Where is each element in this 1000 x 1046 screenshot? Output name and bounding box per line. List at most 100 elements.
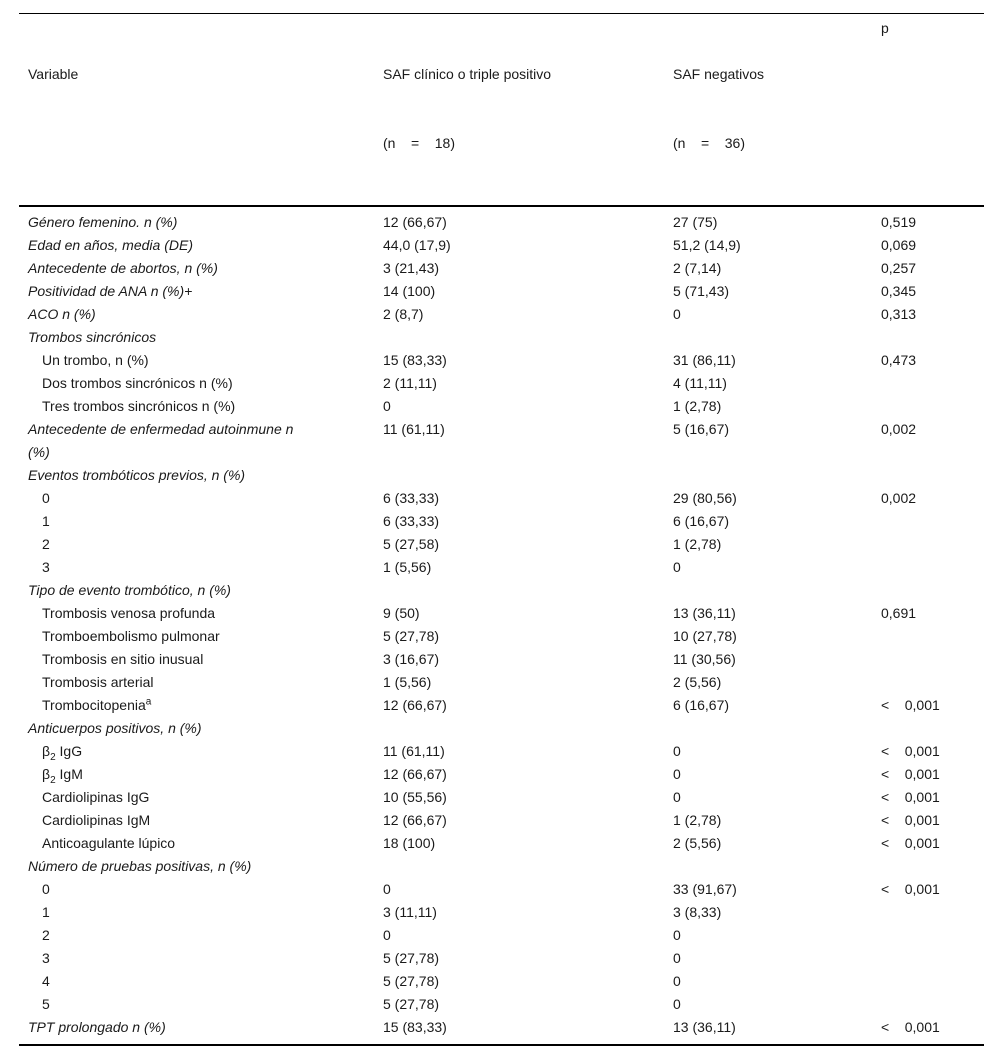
saf-positive-value-cell: 0 — [383, 927, 391, 943]
saf-positive-value-cell: 11 (61,11) — [383, 421, 445, 437]
p-value-cell: < 0,001 — [881, 812, 940, 828]
saf-negative-value-cell: 27 (75) — [673, 214, 718, 230]
column-header-saf-positive-label: SAF clínico o triple positivo — [383, 66, 552, 82]
saf-positive-value-cell: 12 (66,67) — [383, 697, 447, 713]
p-value-cell — [881, 993, 984, 1016]
variable-label: 4 — [42, 973, 50, 989]
saf-negative-value-cell: 13 (36,11) — [673, 605, 736, 621]
column-header-saf-negative-n: (n = 36) — [673, 135, 745, 151]
p-value-cell — [881, 648, 984, 671]
variable-cell: Antecedente de enfermedad autoinmune n (… — [19, 418, 383, 464]
variable-cell: 2 — [19, 924, 383, 947]
saf-negative-value-cell: 29 (80,56) — [673, 490, 737, 506]
variable-label: Tres trombos sincrónicos n (%) — [42, 398, 236, 414]
variable-label: Anticuerpos positivos, n (%) — [28, 720, 202, 736]
saf-negative-value-cell: 1 (2,78) — [673, 398, 722, 414]
p-value-cell — [881, 855, 984, 878]
variable-label: Cardiolipinas IgM — [42, 812, 151, 828]
saf-negative-value-cell: 0 — [673, 559, 681, 575]
saf-negative-value-cell: 11 (30,56) — [673, 651, 736, 667]
saf-negative-value-cell: 2 (5,56) — [673, 674, 722, 690]
variable-label: ACO n (%) — [28, 306, 96, 322]
variable-label: 1 — [42, 513, 50, 529]
p-value-cell: < 0,001 — [881, 743, 940, 759]
p-value-cell — [881, 947, 984, 970]
saf-positive-value-cell: 5 (27,78) — [383, 950, 440, 966]
saf-positive-value-cell — [383, 855, 673, 878]
table-row: 3 5 (27,78) 0 — [19, 947, 984, 970]
variable-label: Trombosis arterial — [42, 674, 154, 690]
saf-positive-value-cell: 5 (27,78) — [383, 628, 440, 644]
variable-label: Edad en años, media (DE) — [28, 237, 193, 253]
table-row: 1 3 (11,11) 3 (8,33) — [19, 901, 984, 924]
table-row: Antecedente de enfermedad autoinmune n (… — [19, 418, 984, 464]
variable-label: Trombosis en sitio inusual — [42, 651, 204, 667]
column-header-p-value: p — [881, 20, 889, 36]
saf-positive-value-cell: 3 (16,67) — [383, 651, 440, 667]
column-header-variable: Variable — [19, 17, 383, 201]
table-row: Anticoagulante lúpico 18 (100) 2 (5,56) … — [19, 832, 984, 855]
table-row: Positividad de ANA n (%)+ 14 (100) 5 (71… — [19, 280, 984, 303]
variable-label: Trombos sincrónicos — [28, 329, 157, 345]
p-value-cell: 0,313 — [881, 306, 917, 322]
table-row: Género femenino. n (%) 12 (66,67) 27 (75… — [19, 211, 984, 234]
p-value-cell: < 0,001 — [881, 881, 940, 897]
saf-negative-value-cell: 0 — [673, 950, 681, 966]
saf-positive-value-cell: 15 (83,33) — [383, 352, 447, 368]
saf-positive-value-cell: 44,0 (17,9) — [383, 237, 451, 253]
saf-positive-value-cell: 5 (27,78) — [383, 996, 440, 1012]
table-row: 0 6 (33,33) 29 (80,56) 0,002 — [19, 487, 984, 510]
variable-cell: Eventos trombóticos previos, n (%) — [19, 464, 383, 487]
saf-negative-value-cell: 4 (11,11) — [673, 375, 727, 391]
variable-label: β — [42, 766, 51, 782]
column-header-variable-label: Variable — [28, 66, 79, 82]
saf-positive-value-cell: 1 (5,56) — [383, 674, 432, 690]
variable-cell: 1 — [19, 901, 383, 924]
p-value-cell — [881, 901, 984, 924]
variable-label: 3 — [42, 950, 50, 966]
variable-cell: Trombosis arterial — [19, 671, 383, 694]
saf-positive-value-cell: 12 (66,67) — [383, 766, 447, 782]
variable-cell: Dos trombos sincrónicos n (%) — [19, 372, 383, 395]
table-row: Cardiolipinas IgM 12 (66,67) 1 (2,78) < … — [19, 809, 984, 832]
table-row: 4 5 (27,78) 0 — [19, 970, 984, 993]
variable-cell: 4 — [19, 970, 383, 993]
variable-cell: Tipo de evento trombótico, n (%) — [19, 579, 383, 602]
table-row: Trombos sincrónicos — [19, 326, 984, 349]
column-header-saf-negative: SAF negativos (n = 36) — [673, 17, 881, 201]
variable-cell: 0 — [19, 487, 383, 510]
saf-negative-value-cell: 51,2 (14,9) — [673, 237, 741, 253]
variable-label: Trombocitopenia — [42, 697, 146, 713]
comparison-table: Variable SAF clínico o triple positivo (… — [19, 13, 984, 1046]
variable-cell: Trombosis venosa profunda — [19, 602, 383, 625]
variable-label: TPT prolongado n (%) — [28, 1019, 166, 1035]
saf-positive-value-cell — [383, 717, 673, 740]
p-value-cell: 0,345 — [881, 283, 917, 299]
saf-negative-value-cell: 2 (5,56) — [673, 835, 722, 851]
variable-label-subscript: 2 — [50, 751, 56, 763]
saf-negative-value-cell: 5 (71,43) — [673, 283, 730, 299]
saf-negative-value-cell: 2 (7,14) — [673, 260, 722, 276]
p-value-cell — [881, 326, 984, 349]
variable-cell: 3 — [19, 947, 383, 970]
saf-positive-value-cell: 6 (33,33) — [383, 513, 440, 529]
p-value-cell: 0,257 — [881, 260, 917, 276]
saf-positive-value-cell: 0 — [383, 398, 391, 414]
saf-positive-value-cell: 0 — [383, 881, 391, 897]
table-row: Antecedente de abortos, n (%) 3 (21,43) … — [19, 257, 984, 280]
saf-negative-value-cell: 10 (27,78) — [673, 628, 737, 644]
p-value-cell: < 0,001 — [881, 1019, 940, 1035]
variable-label: Positividad de ANA n (%)+ — [28, 283, 193, 299]
saf-negative-value-cell — [673, 464, 881, 487]
variable-label-rest: IgG — [55, 743, 83, 759]
variable-label: 0 — [42, 490, 50, 506]
saf-negative-value-cell: 0 — [673, 306, 681, 322]
variable-label: 5 — [42, 996, 50, 1012]
saf-negative-value-cell — [673, 579, 881, 602]
saf-positive-value-cell: 12 (66,67) — [383, 214, 447, 230]
table-row: Tromboembolismo pulmonar 5 (27,78) 10 (2… — [19, 625, 984, 648]
variable-cell: 2 — [19, 533, 383, 556]
variable-cell: Trombos sincrónicos — [19, 326, 383, 349]
table-row: Trombocitopeniaa 12 (66,67) 6 (16,67) < … — [19, 694, 984, 717]
saf-positive-value-cell: 10 (55,56) — [383, 789, 447, 805]
